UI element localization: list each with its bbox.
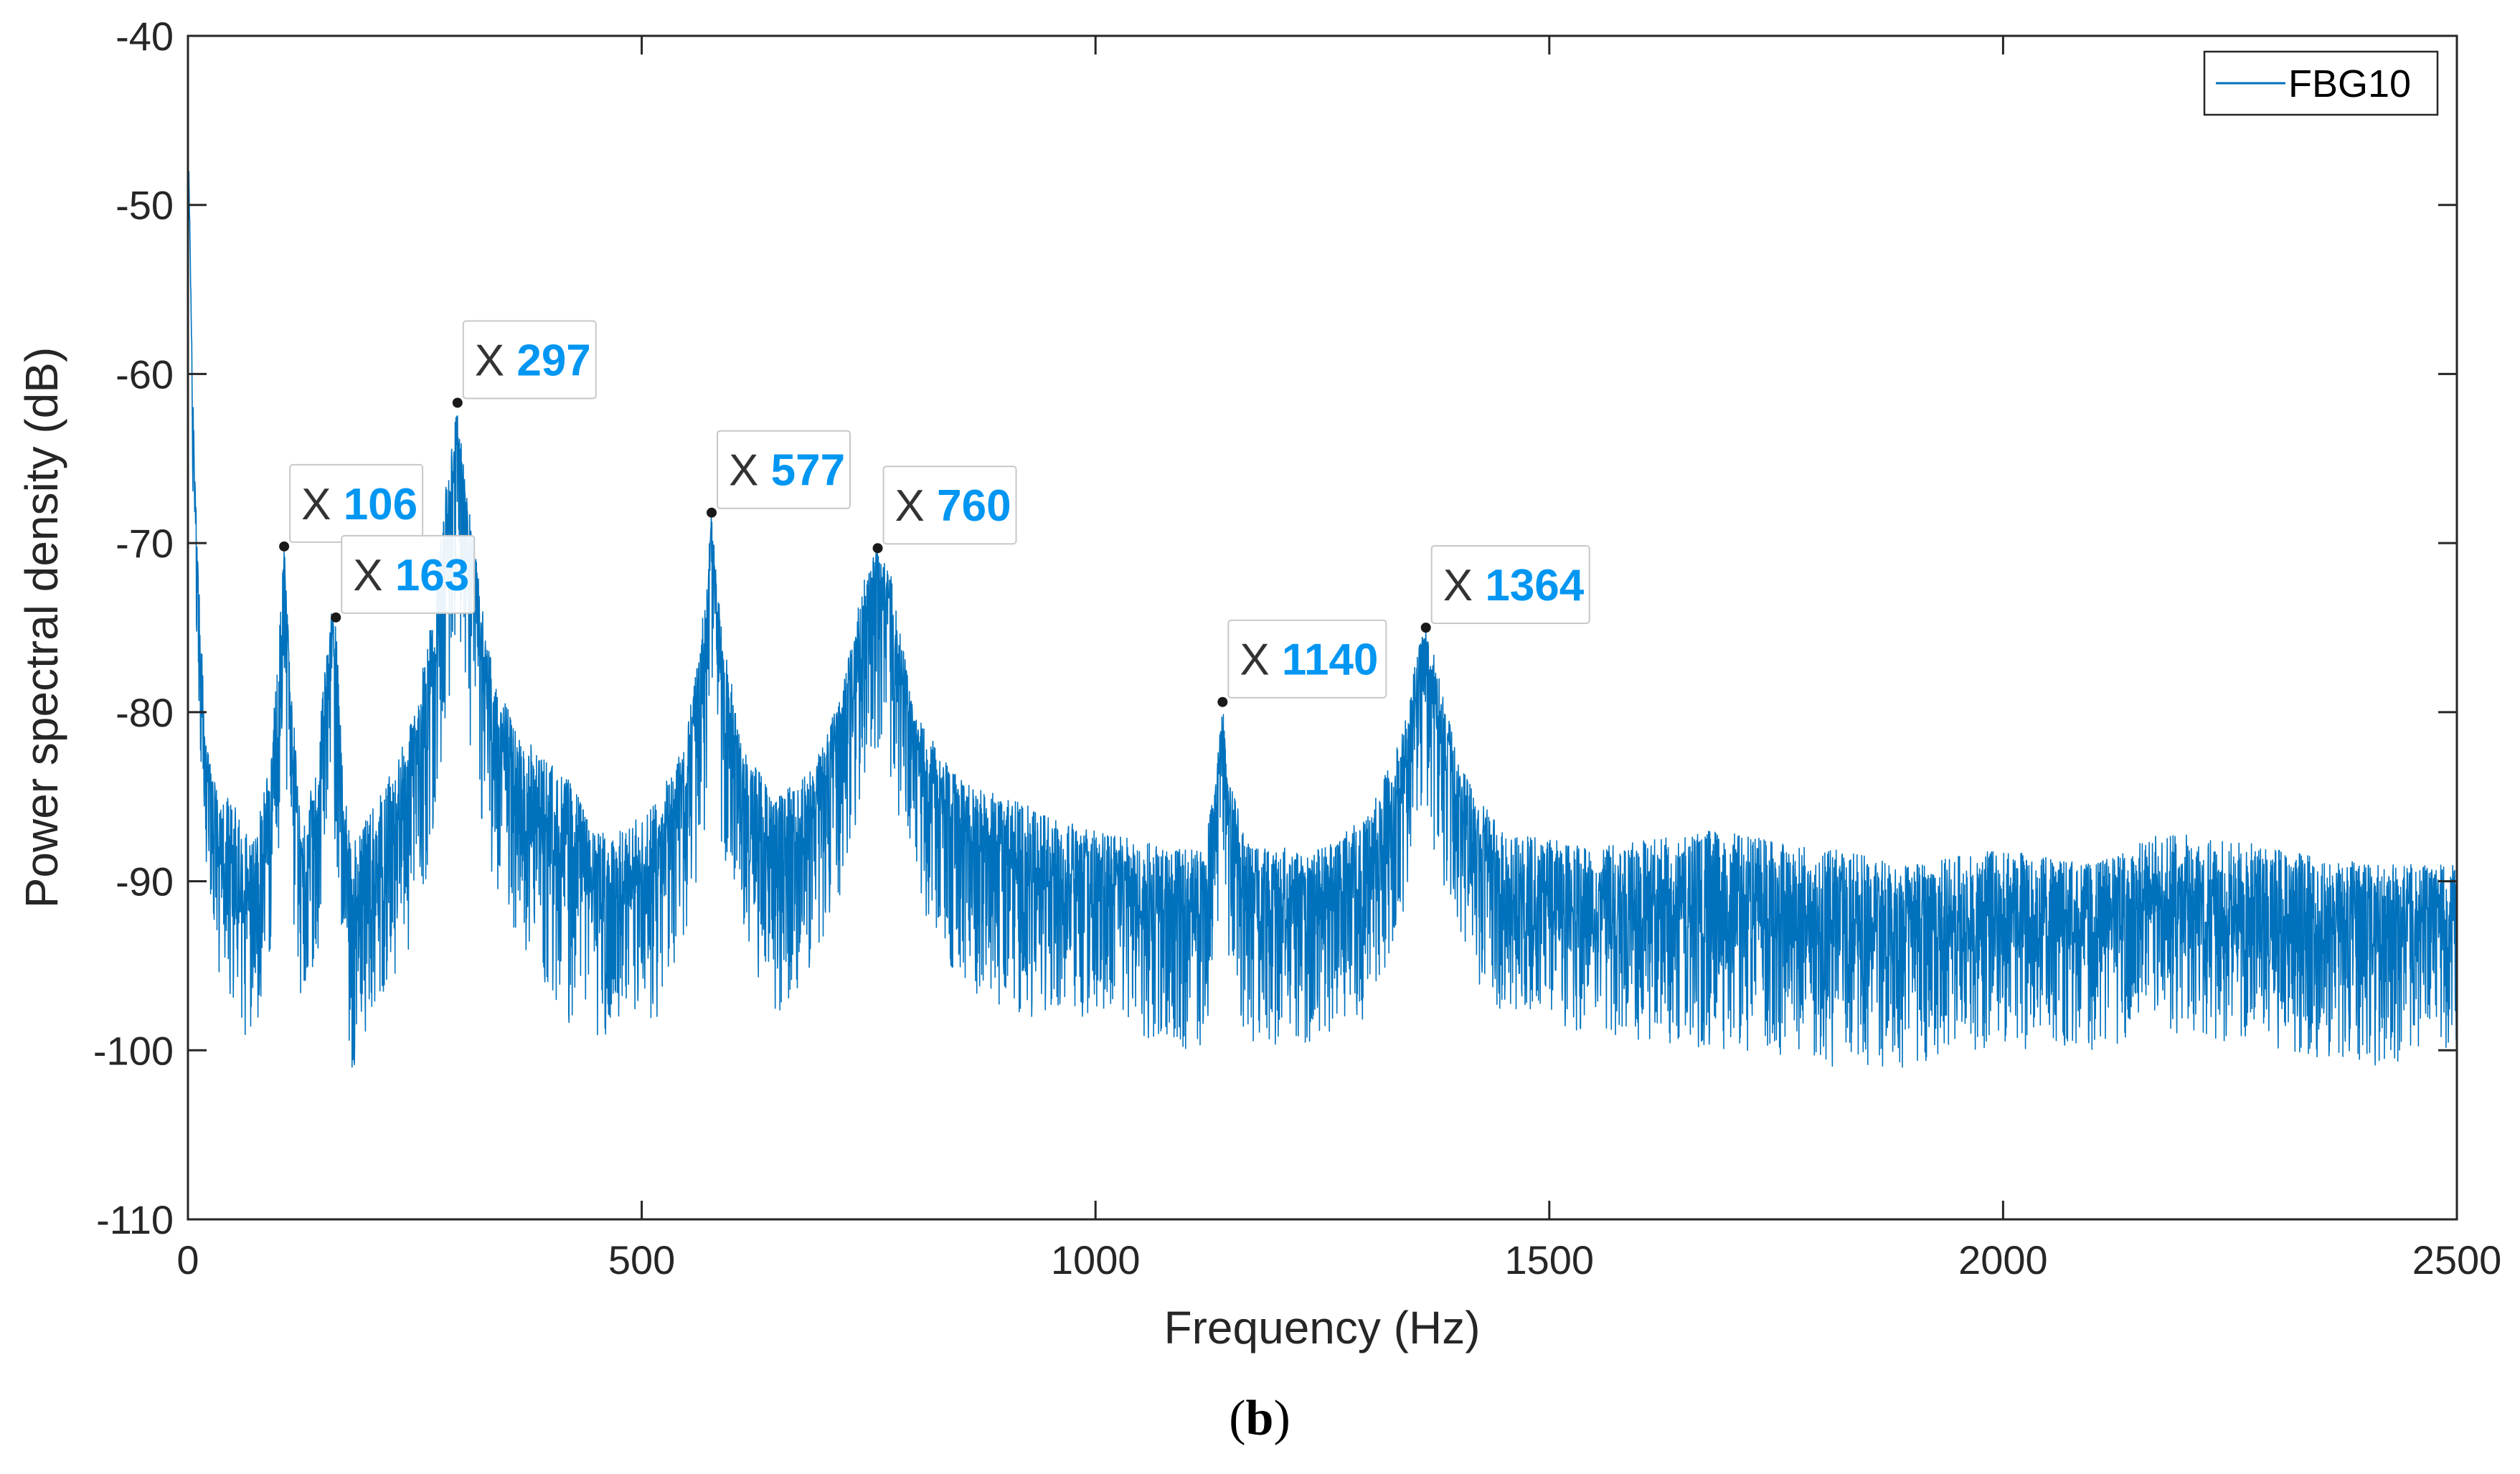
x-tick-label: 0: [176, 1237, 199, 1282]
x-tick-label: 1500: [1505, 1237, 1595, 1282]
datatip-106: X 106: [279, 463, 424, 552]
datatip-box: [341, 534, 476, 614]
datatip-577: X 577: [707, 430, 851, 518]
datatip-box: [1227, 619, 1387, 699]
datatip-label: X 106: [301, 480, 417, 529]
plot-frame: [187, 34, 2458, 1221]
datatip-label: X 760: [895, 481, 1011, 531]
datatip-prefix: X: [1240, 636, 1282, 685]
datatip-prefix: X: [353, 551, 395, 600]
caption-close-paren: ): [1273, 1391, 1290, 1446]
datatip-marker: [707, 507, 717, 518]
datatip-value: 297: [516, 336, 590, 386]
y-tick-label: -50: [115, 183, 174, 228]
datatip-marker: [452, 397, 463, 408]
datatip-label: X 1364: [1443, 561, 1585, 610]
y-tick-label: -40: [115, 14, 174, 59]
caption-open-paren: (: [1229, 1391, 1245, 1446]
x-tick-label: 2000: [1958, 1237, 2048, 1282]
datatip-label: X 163: [353, 551, 469, 600]
datatip-label: X 297: [475, 336, 591, 386]
datatip-value: 106: [344, 480, 417, 529]
datatip-prefix: X: [729, 446, 771, 496]
datatip-box: [882, 466, 1017, 545]
caption-letter: b: [1246, 1391, 1274, 1446]
datatip-value: 760: [937, 481, 1011, 531]
datatip-box: [1430, 545, 1590, 624]
datatip-value: 163: [395, 551, 469, 600]
legend-label-fbg10: FBG10: [2288, 62, 2411, 105]
datatip-prefix: X: [895, 481, 938, 531]
y-tick-label: -60: [115, 351, 174, 397]
datatip-label: X 577: [729, 446, 845, 496]
datatip-prefix: X: [301, 480, 344, 529]
y-tick-label: -90: [115, 859, 174, 904]
series-layer: [188, 171, 2457, 1068]
figure-caption: (b): [1229, 1391, 1290, 1446]
x-tick-label: 1000: [1051, 1237, 1141, 1282]
y-tick-labels: -110 -100 -90 -80 -70 -60 -50 -40: [93, 14, 174, 1242]
datatip-value: 577: [771, 446, 845, 496]
series-fbg10-line: [188, 171, 2457, 1068]
y-tick-label: -80: [115, 690, 174, 735]
datatip-prefix: X: [475, 336, 517, 386]
datatip-297: X 297: [452, 320, 597, 408]
y-tick-label: -100: [93, 1028, 174, 1073]
datatip-box: [462, 320, 597, 400]
x-tick-label: 500: [608, 1237, 675, 1282]
y-axis-label: Power spectral density (dB): [16, 347, 67, 909]
y-tick-label: -110: [96, 1197, 174, 1242]
x-tick-label: 2500: [2412, 1237, 2502, 1282]
datatip-box: [717, 430, 851, 509]
datatip-marker: [331, 612, 341, 623]
x-tick-labels: 0 500 1000 1500 2000 2500: [176, 1237, 2501, 1282]
datatip-163: X 163: [331, 534, 476, 623]
ticks-layer: [187, 34, 2458, 1221]
datatip-value: 1364: [1485, 561, 1584, 610]
datatip-prefix: X: [1443, 561, 1486, 610]
x-axis-label: Frequency (Hz): [1164, 1302, 1481, 1353]
datatip-label: X 1140: [1240, 636, 1378, 685]
legend: FBG10: [2203, 50, 2439, 116]
y-tick-label: -70: [115, 521, 174, 566]
datatip-760: X 760: [872, 466, 1017, 554]
datatip-1140: X 1140: [1217, 619, 1387, 707]
datatip-marker: [279, 541, 290, 552]
datatip-marker: [1217, 696, 1228, 707]
datatip-marker: [872, 543, 883, 554]
datatip-value: 1140: [1282, 636, 1379, 685]
datatip-marker: [1420, 623, 1431, 633]
datatip-1364: X 1364: [1420, 545, 1590, 633]
